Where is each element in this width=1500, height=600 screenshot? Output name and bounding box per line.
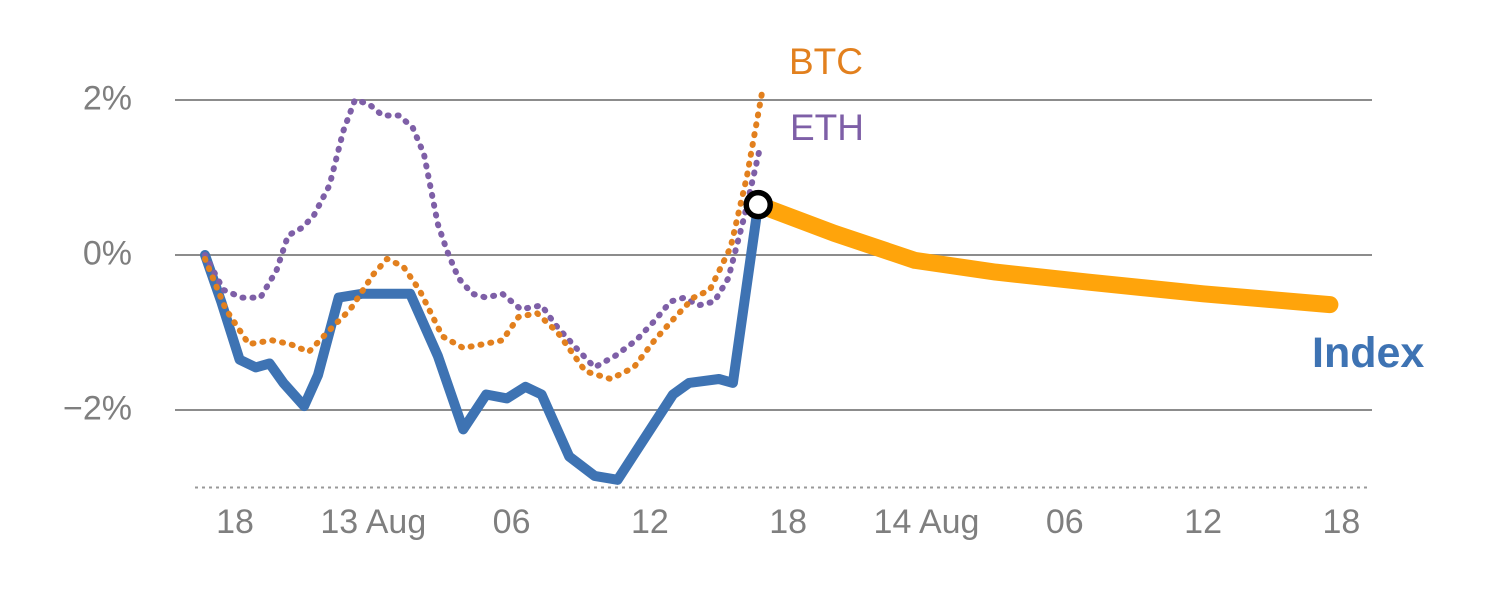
btc-series-label: BTC bbox=[789, 41, 863, 82]
y-axis-label-2pct: 2% bbox=[82, 79, 132, 118]
x-tick-label: 12 bbox=[1184, 503, 1223, 541]
x-tick-label: 12 bbox=[630, 503, 669, 541]
x-tick-label: 13 Aug bbox=[320, 503, 427, 541]
x-tick-label: 18 bbox=[216, 503, 254, 541]
forecast-start-marker bbox=[743, 189, 773, 220]
x-tick-label: 18 bbox=[769, 503, 808, 541]
index_forecast-line bbox=[749, 196, 1339, 314]
eth-series-label: ETH bbox=[790, 107, 864, 148]
btc-line bbox=[202, 85, 766, 382]
x-tick-label: 06 bbox=[492, 503, 531, 541]
y-axis-label-0pct: 0% bbox=[82, 234, 132, 273]
index-line bbox=[200, 199, 764, 485]
x-tick-label: 14 Aug bbox=[873, 503, 980, 541]
index-series-label: Index bbox=[1312, 329, 1425, 377]
x-tick-label: 18 bbox=[1322, 503, 1361, 541]
x-tick-label: 06 bbox=[1045, 503, 1084, 541]
eth-line bbox=[202, 97, 763, 371]
y-axis-label-neg2pct: −2% bbox=[63, 389, 132, 428]
